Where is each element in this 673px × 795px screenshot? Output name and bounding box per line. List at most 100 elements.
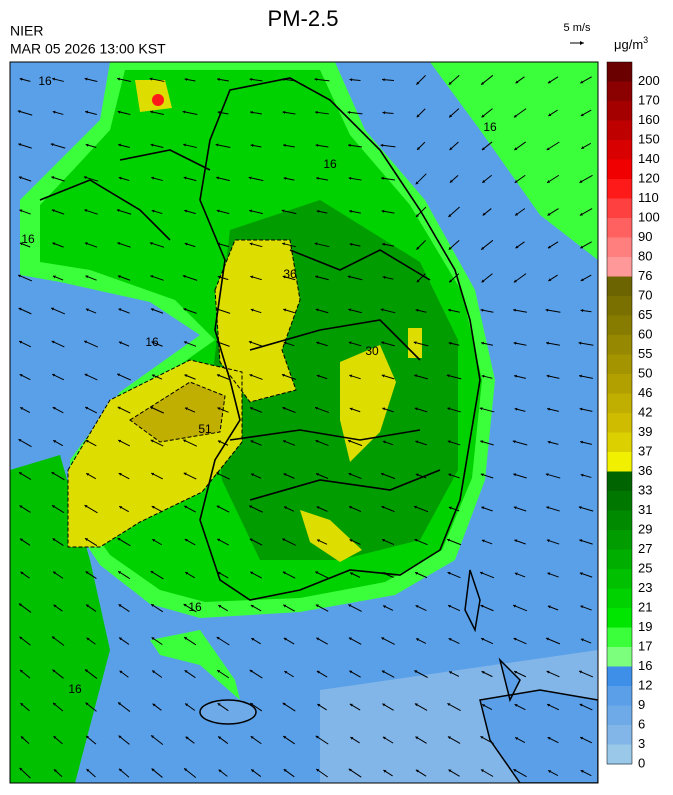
wind-arrowhead [415,181,419,185]
wind-arrowhead [217,571,221,575]
wind-arrowhead [315,735,319,739]
wind-arrowhead [85,440,89,443]
colorbar-box [607,549,632,570]
wind-arrowhead [350,572,354,576]
wind-arrowhead [283,176,287,180]
wind-arrowhead [119,670,123,674]
wind-arrowhead [218,605,222,608]
wind-arrowhead [52,275,56,279]
wind-arrowhead [283,473,287,477]
wind-arrowhead [185,703,189,707]
wind-arrowhead [19,636,23,640]
wind-arrowhead [381,637,385,641]
contours [67,239,301,548]
wind-arrowhead [416,81,420,85]
wind-arrowhead [382,736,386,740]
wind-arrowhead [349,209,352,213]
colorbar-label: 16 [638,658,652,673]
wind-arrowhead [249,505,253,509]
wind-arrowhead [84,340,88,344]
wind-arrowhead [348,143,351,147]
wind-arrowhead [281,373,285,377]
wind-arrowhead [150,439,154,443]
wind-arrowhead [183,472,187,476]
wind-arrowhead [579,374,582,378]
wind-arrowhead [216,176,220,180]
wind-arrowhead [415,605,419,608]
wind-arrowhead [383,605,387,609]
wind-arrowhead [381,505,385,509]
wind-arrowhead [513,473,517,477]
wind-arrowhead [119,637,123,641]
wind-arrowhead [481,114,485,118]
wind-arrowhead [119,506,123,509]
contour-label: 16 [483,120,497,134]
colorbar-box [607,530,632,550]
colorbar-label: 80 [638,248,652,263]
contour-label: 36 [283,267,297,281]
wind-arrowhead [151,209,155,213]
wind-arrowhead [283,769,287,772]
wind-arrowhead [152,539,156,542]
wind-arrowhead [283,143,286,147]
wind-arrowhead [347,275,351,279]
wind-arrowhead [217,77,220,81]
wind-arrowhead [217,110,221,114]
colorbar-box [607,179,632,199]
wind-arrowhead [380,143,384,147]
wind-arrowhead [347,110,351,114]
colorbar-box [607,257,632,277]
wind-arrowhead [117,275,121,279]
wind-arrowhead [282,440,286,443]
wind-arrowhead [248,176,252,180]
wind-arrowhead [348,176,352,180]
wind-arrowhead [152,703,156,707]
wind-arrowhead [414,538,418,542]
wind-arrowhead [151,472,155,476]
wind-arrowhead [348,768,352,772]
wind-scale-arrowhead [580,41,584,45]
colorbar-label: 90 [638,229,652,244]
wind-arrowhead [449,147,453,150]
wind-arrowhead [19,505,23,509]
colorbar-label: 3 [638,736,645,751]
wind-arrowhead [249,538,253,542]
wind-arrowhead [447,736,451,740]
wind-arrowhead [86,604,90,608]
contour-label: 16 [68,682,82,696]
wind-arrowhead [281,209,285,213]
wind-arrowhead [282,538,286,542]
wind-arrowhead [448,214,452,217]
wind-arrowhead [579,407,583,411]
wind-arrowhead [118,604,122,608]
wind-arrowhead [579,212,583,216]
wind-arrowhead [85,406,89,410]
wind-arrowhead [86,769,90,772]
wind-arrowhead [547,572,551,576]
wind-arrowhead [482,212,486,216]
wind-arrowhead [282,110,286,114]
land-west [10,455,110,783]
colorbar-frame [606,61,633,765]
wind-arrowhead [579,572,583,576]
agency: NIER [10,23,43,39]
colorbar-label: 29 [638,521,652,536]
wind-arrowhead [448,506,452,510]
wind-arrowhead [514,407,518,411]
wind-arrowhead [547,440,551,444]
wind-arrowhead [184,209,188,213]
wind-arrowhead [579,670,583,674]
wind-arrowhead [513,637,517,641]
wind-arrowhead [50,143,54,147]
wind-arrowhead [282,571,286,575]
wind-arrowhead [20,407,24,410]
wind-arrowhead [547,80,551,84]
wind-arrowhead [448,246,452,250]
wind-arrowhead [184,77,188,82]
wind-arrowhead [315,604,319,608]
wind-arrowhead [479,407,483,411]
wind-arrowhead [381,670,385,674]
wind-arrowhead [546,637,550,641]
wind-arrowhead [414,670,418,674]
